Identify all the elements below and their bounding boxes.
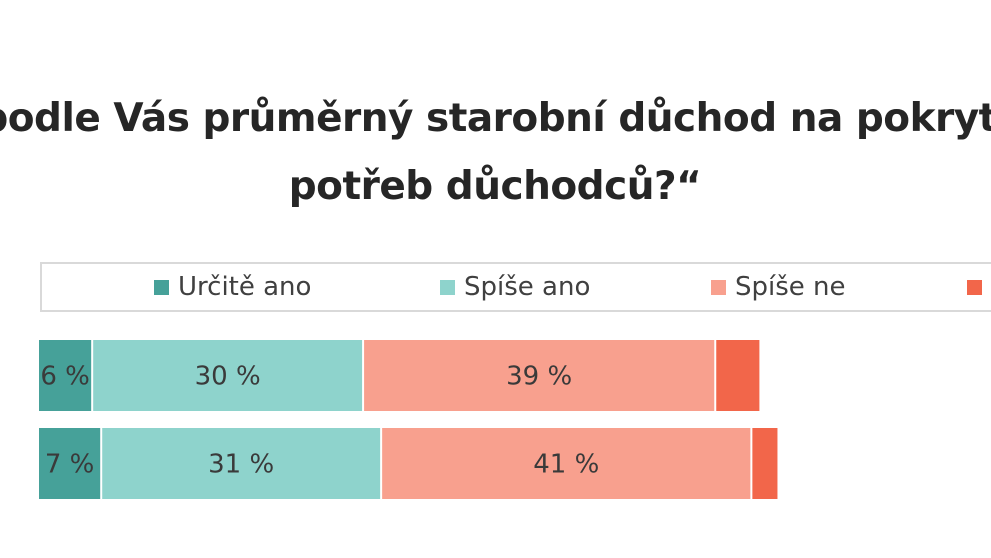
legend-label-spise-ano: Spíše ano [464,272,591,302]
legend-item-spise-ne: Spíše ne [711,264,846,310]
legend-item-spise-ano: Spíše ano [440,264,590,310]
chart-legend: Určitě ano Spíše ano Spíše ne [40,262,991,312]
bar-segment-row1-series4 [716,340,760,411]
bar-segment-row2-series2 [102,428,381,499]
bar-segment-row1-series3 [364,340,715,411]
legend-label-spise-ne: Spíše ne [735,272,846,302]
data-label-row2-series2: 31 % [208,450,274,480]
legend-item-4 [967,264,991,310]
data-label-row1-series1: 6 % [40,362,90,392]
data-label-row1-series3: 39 % [506,362,572,392]
bar-segment-row1-series2 [93,340,363,411]
bar-segment-row2-series1 [39,428,101,499]
data-label-row2-series1: 7 % [45,450,95,480]
chart-title-line-1: podle Vás průměrný starobní důchod na po… [0,96,991,141]
bar-segment-row1-series1 [39,340,92,411]
legend-swatch-4 [967,279,982,295]
bar-segment-row2-series4 [752,428,778,499]
legend-swatch-spise-ano [440,279,455,295]
legend-item-urcite-ano: Určitě ano [154,264,311,310]
data-label-row1-series2: 30 % [195,362,261,392]
legend-swatch-spise-ne [711,279,726,295]
data-label-row2-series3: 41 % [533,450,599,480]
chart-title-line-2: potřeb důchodců?“ [288,164,702,209]
legend-swatch-urcite-ano [154,279,169,295]
bar-segment-row2-series3 [382,428,751,499]
legend-label-urcite-ano: Určitě ano [178,272,312,302]
